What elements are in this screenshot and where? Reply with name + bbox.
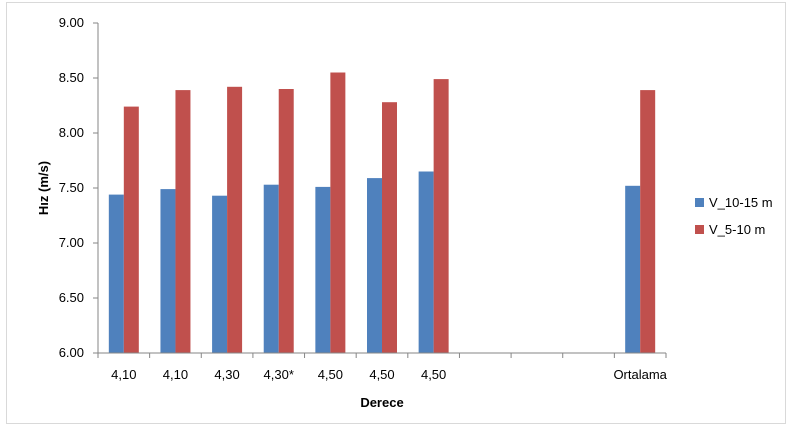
bar-v10-15-3 [263, 184, 279, 353]
x-tick-label: 4,50 [369, 367, 394, 382]
y-axis-title: Hız (m/s) [36, 161, 51, 215]
legend: V_10-15 m V_5-10 m [695, 195, 773, 237]
bar-v10-15-5 [367, 178, 382, 353]
bar-v10-15-0 [108, 194, 124, 353]
legend-label-v5-10: V_5-10 m [709, 222, 765, 237]
y-tick-label: 7.50 [59, 180, 84, 195]
y-tick-label: 7.00 [59, 235, 84, 250]
x-tick-label: 4,30* [264, 367, 294, 382]
bar-v5-10-5 [382, 102, 397, 353]
bar-v10-15-4 [315, 186, 331, 353]
bar-v10-15-6 [418, 171, 434, 353]
x-tick-label: 4,10 [163, 367, 188, 382]
bar-v5-10-1 [175, 90, 191, 353]
legend-label-v10-15: V_10-15 m [709, 195, 773, 210]
x-tick-label: 4,50 [421, 367, 446, 382]
bar-v5-10-3 [278, 89, 294, 353]
y-tick-label: 6.50 [59, 290, 84, 305]
legend-swatch-v10-15 [695, 198, 704, 207]
bar-v10-15-1 [160, 189, 176, 353]
x-axis-title: Derece [360, 395, 403, 410]
legend-swatch-v5-10 [695, 225, 704, 234]
bar-v5-10-6 [433, 79, 449, 353]
y-tick-label: 8.50 [59, 70, 84, 85]
bar-v5-10-4 [330, 72, 346, 353]
y-tick-label: 6.00 [59, 345, 84, 360]
x-tick-label: 4,50 [318, 367, 343, 382]
bar-v5-10-0 [123, 106, 139, 353]
bar-v5-10-10 [640, 90, 656, 353]
bar-v5-10-2 [227, 86, 243, 354]
y-tick-label: 9.00 [59, 15, 84, 30]
x-tick-label: Ortalama [613, 367, 667, 382]
plot-area: 6.00 6.50 7.00 7.50 8.00 8.50 9.00 4,10 4,10 4,30… [59, 15, 668, 382]
x-tick-label: 4,30 [214, 367, 239, 382]
bar-v10-15-2 [212, 195, 228, 353]
bar-v10-15-10 [625, 185, 641, 353]
y-tick-label: 8.00 [59, 125, 84, 140]
x-tick-label: 4,10 [111, 367, 136, 382]
